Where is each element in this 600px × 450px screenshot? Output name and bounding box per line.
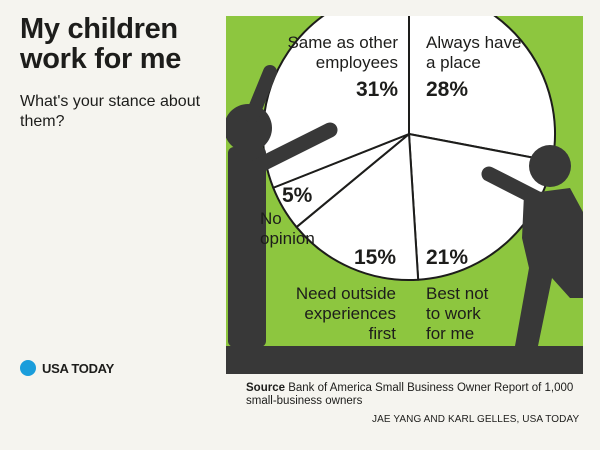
figure-illustrations (226, 65, 583, 374)
slice-value-label: 21% (426, 246, 468, 269)
pie-slice (295, 133, 420, 281)
ground-bar (226, 346, 583, 374)
slice-label: Same as other employees (287, 33, 398, 72)
slice-label: Always have a place (426, 33, 521, 72)
slice-labels: Always have a place 28% Best not to work for … (260, 33, 521, 343)
slice-label: Need outside experiences first (296, 284, 396, 343)
brand-logo: USA TODAY (20, 358, 114, 378)
source-label: Source (246, 382, 285, 394)
slice-label: Best not to work for me (426, 284, 489, 343)
pie-chart: Always have a place 28% Best not to work for … (226, 16, 583, 374)
left-figure-icon (226, 65, 338, 347)
slice-value-label: 31% (356, 78, 398, 101)
source-text: Bank of America Small Business Owner Rep… (246, 382, 574, 407)
source-note: Source Bank of America Small Business Ow… (246, 382, 586, 408)
pie-slice (408, 16, 556, 163)
credit-line: JAE YANG AND KARL GELLES, USA TODAY (372, 414, 580, 425)
right-figure-icon (481, 145, 583, 346)
brand-dot-icon (20, 360, 36, 376)
slice-label: No opinion (260, 209, 315, 248)
page-subtitle: What's your stance about them? (20, 93, 201, 130)
brand-name: USA TODAY (42, 360, 114, 376)
slice-value-label: 28% (426, 78, 468, 101)
page-title: My children work for me (20, 13, 182, 75)
slice-value-label: 5% (282, 184, 313, 207)
slice-value-label: 15% (354, 246, 396, 269)
